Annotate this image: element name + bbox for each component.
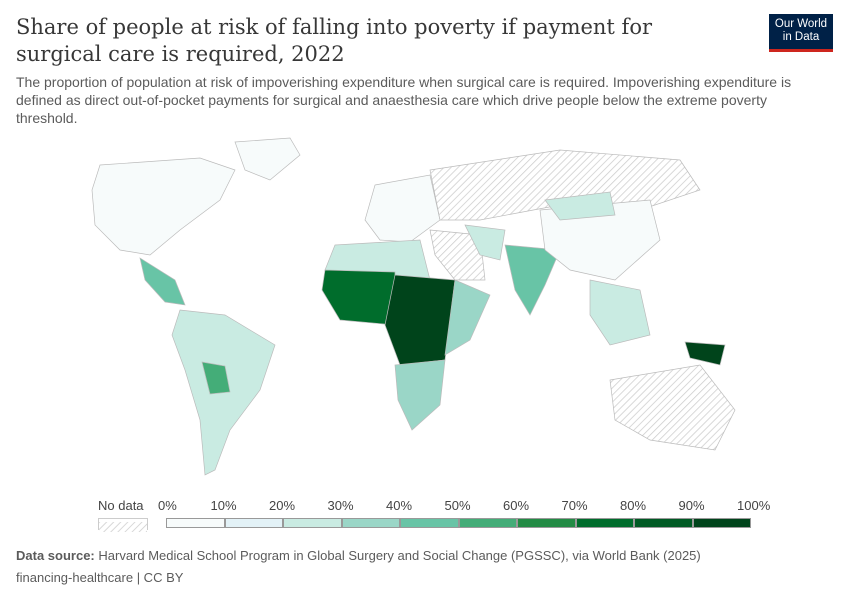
source-label: Data source: [16, 548, 95, 563]
legend-tick: 0% [158, 498, 177, 513]
region-australia[interactable] [609, 364, 736, 451]
legend-tick: 10% [210, 498, 237, 513]
page-subtitle: The proportion of population at risk of … [16, 74, 792, 126]
source-text: Harvard Medical School Program in Global… [98, 548, 701, 563]
legend-bin[interactable] [400, 518, 459, 528]
region-greenland[interactable] [234, 137, 301, 181]
legend-tick: 70% [561, 498, 588, 513]
footer-links[interactable]: financing-healthcare | CC BY [16, 570, 184, 585]
world-map[interactable] [0, 130, 850, 490]
legend-bin[interactable] [458, 518, 517, 528]
region-southeast-asia[interactable] [589, 279, 651, 346]
legend-tick: 30% [327, 498, 354, 513]
region-china[interactable] [539, 199, 661, 281]
legend-tick: 90% [678, 498, 705, 513]
region-east-africa[interactable] [444, 279, 491, 356]
legend-bin[interactable] [634, 518, 693, 528]
region-iran[interactable] [464, 224, 506, 261]
page-title: Share of people at risk of falling into … [16, 15, 652, 66]
legend-bin[interactable] [517, 518, 576, 528]
region-mongolia[interactable] [544, 191, 616, 221]
region-west-africa[interactable] [321, 269, 396, 326]
legend-bin[interactable] [224, 518, 283, 528]
legend-tick: 20% [269, 498, 296, 513]
region-north-america[interactable] [91, 157, 236, 256]
legend-bin[interactable] [692, 518, 751, 528]
legend-no-data-label: No data [98, 498, 144, 513]
source-line: Data source: Harvard Medical School Prog… [16, 548, 701, 563]
region-papua-new-guinea[interactable] [684, 341, 726, 366]
legend-tick: 80% [620, 498, 647, 513]
legend-tick: 50% [444, 498, 471, 513]
region-central-africa[interactable] [384, 274, 456, 366]
legend-bin[interactable] [341, 518, 400, 528]
region-southern-africa[interactable] [394, 359, 446, 431]
region-central-america[interactable] [139, 257, 186, 306]
legend-tick: 40% [386, 498, 413, 513]
legend-tick: 100% [737, 498, 771, 513]
region-europe[interactable] [364, 174, 441, 243]
legend-tick: 60% [503, 498, 530, 513]
legend-no-data-swatch [98, 518, 148, 532]
legend-bin[interactable] [283, 518, 342, 528]
legend-bin[interactable] [575, 518, 634, 528]
owid-logo[interactable]: Our World in Data [769, 14, 833, 52]
legend-bin[interactable] [166, 518, 225, 528]
region-bolivia[interactable] [201, 361, 231, 395]
